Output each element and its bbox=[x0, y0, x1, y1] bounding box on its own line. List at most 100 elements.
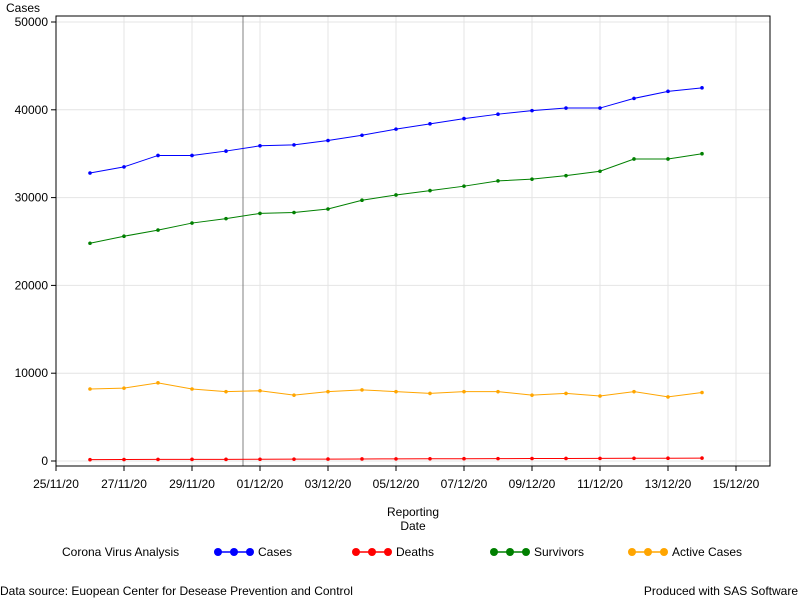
survivors-point bbox=[496, 179, 500, 183]
legend-title: Corona Virus Analysis bbox=[62, 545, 179, 559]
survivors-point bbox=[428, 188, 432, 193]
x-axis-title-line2: Date bbox=[400, 519, 426, 533]
cases-point bbox=[258, 143, 262, 148]
legend-marker-cases bbox=[214, 548, 222, 556]
active-cases-point bbox=[360, 388, 364, 392]
y-tick-label: 20000 bbox=[15, 278, 49, 292]
y-tick-label: 0 bbox=[41, 454, 48, 468]
survivors-point bbox=[598, 169, 602, 174]
survivors-point bbox=[632, 157, 636, 161]
active-cases-point bbox=[156, 381, 160, 385]
legend-marker-survivors bbox=[522, 548, 530, 556]
y-tick-label: 50000 bbox=[15, 15, 49, 29]
deaths-point bbox=[462, 456, 466, 461]
deaths-point bbox=[292, 457, 296, 461]
active-cases-point bbox=[428, 391, 432, 396]
cases-point bbox=[360, 133, 364, 138]
cases-point bbox=[598, 106, 602, 110]
survivors-point bbox=[564, 173, 568, 178]
survivors-point bbox=[360, 198, 364, 203]
cases-point bbox=[530, 108, 534, 113]
legend-marker-survivors bbox=[490, 548, 498, 556]
series-layer bbox=[88, 86, 704, 462]
grid-layer bbox=[55, 16, 770, 466]
survivors-point bbox=[156, 228, 160, 232]
survivors-point bbox=[326, 207, 330, 211]
x-tick-label: 09/12/20 bbox=[509, 477, 556, 491]
cases-point bbox=[394, 127, 398, 131]
x-tick-label: 25/11/20 bbox=[33, 477, 79, 491]
axis-layer: 0 10000 20000 30000 40000 50000 25/11/20 27/11/… bbox=[15, 15, 760, 491]
survivors-point bbox=[666, 157, 670, 161]
active-cases-point bbox=[666, 395, 670, 399]
x-tick-label: 15/12/20 bbox=[713, 477, 760, 491]
active-cases-point bbox=[258, 388, 262, 393]
x-tick-label: 05/12/20 bbox=[373, 477, 420, 491]
x-tick-label: 27/11/20 bbox=[101, 477, 147, 491]
legend-marker-survivors bbox=[506, 548, 514, 556]
cases-point bbox=[326, 138, 330, 143]
cases-point bbox=[88, 171, 92, 175]
survivors-point bbox=[190, 221, 194, 225]
active-cases-point bbox=[598, 394, 602, 398]
legend-label-active-cases: Active Cases bbox=[672, 545, 742, 559]
x-tick-label: 03/12/20 bbox=[305, 477, 352, 491]
cases-point bbox=[564, 106, 568, 110]
legend-label-survivors: Survivors bbox=[534, 545, 584, 559]
cases-point bbox=[462, 116, 466, 121]
data-source-note: Data source: Euopean Center for Desease … bbox=[0, 584, 353, 598]
x-axis-title-line1: Reporting bbox=[387, 505, 439, 519]
cases-point bbox=[700, 86, 704, 90]
deaths-point bbox=[700, 456, 704, 460]
x-tick-label: 07/12/20 bbox=[441, 477, 488, 491]
active-cases-point bbox=[190, 387, 194, 391]
survivors-point bbox=[292, 210, 296, 215]
cases-point bbox=[156, 153, 160, 158]
x-tick-label: 11/12/20 bbox=[577, 477, 623, 491]
legend-marker-deaths bbox=[384, 548, 392, 556]
active-cases-point bbox=[700, 390, 704, 395]
active-cases-point bbox=[292, 393, 296, 397]
cases-point bbox=[292, 143, 296, 147]
deaths-point bbox=[564, 456, 568, 461]
x-tick-label: 29/11/20 bbox=[169, 477, 215, 491]
cases-point bbox=[632, 96, 636, 101]
deaths-point bbox=[598, 456, 602, 461]
active-cases-point bbox=[394, 389, 398, 394]
y-tick-label: 30000 bbox=[15, 191, 49, 205]
active-cases-point bbox=[496, 389, 500, 394]
legend-marker-deaths bbox=[368, 548, 376, 556]
active-cases-point bbox=[564, 391, 568, 396]
y-tick-label: 40000 bbox=[15, 103, 49, 117]
cases-point bbox=[224, 149, 228, 153]
deaths-point bbox=[224, 457, 228, 462]
active-cases-point bbox=[122, 386, 126, 390]
deaths-point bbox=[190, 457, 194, 462]
deaths-point bbox=[156, 457, 160, 462]
legend-label-deaths: Deaths bbox=[396, 545, 434, 559]
deaths-point bbox=[666, 456, 670, 460]
deaths-point bbox=[122, 457, 126, 462]
deaths-point bbox=[360, 457, 364, 461]
legend-marker-active-cases bbox=[644, 548, 652, 556]
deaths-point bbox=[530, 456, 534, 461]
active-cases-point bbox=[462, 389, 466, 394]
survivors-point bbox=[462, 184, 466, 188]
legend-marker-deaths bbox=[352, 548, 360, 556]
cases-point bbox=[496, 112, 500, 116]
legend-marker-cases bbox=[246, 548, 254, 556]
legend-marker-active-cases bbox=[628, 548, 636, 556]
survivors-point bbox=[224, 216, 228, 221]
legend-marker-cases bbox=[230, 548, 238, 556]
survivors-point bbox=[700, 151, 704, 156]
active-cases-point bbox=[88, 387, 92, 391]
produced-with-note: Produced with SAS Software bbox=[643, 584, 798, 598]
survivors-point bbox=[88, 241, 92, 246]
plot-frame bbox=[55, 15, 771, 467]
deaths-point bbox=[428, 457, 432, 461]
deaths-point bbox=[394, 457, 398, 461]
y-axis-title: Cases bbox=[6, 1, 40, 15]
deaths-point bbox=[326, 457, 330, 461]
cases-point bbox=[122, 165, 126, 169]
legend-marker-active-cases bbox=[660, 548, 668, 556]
